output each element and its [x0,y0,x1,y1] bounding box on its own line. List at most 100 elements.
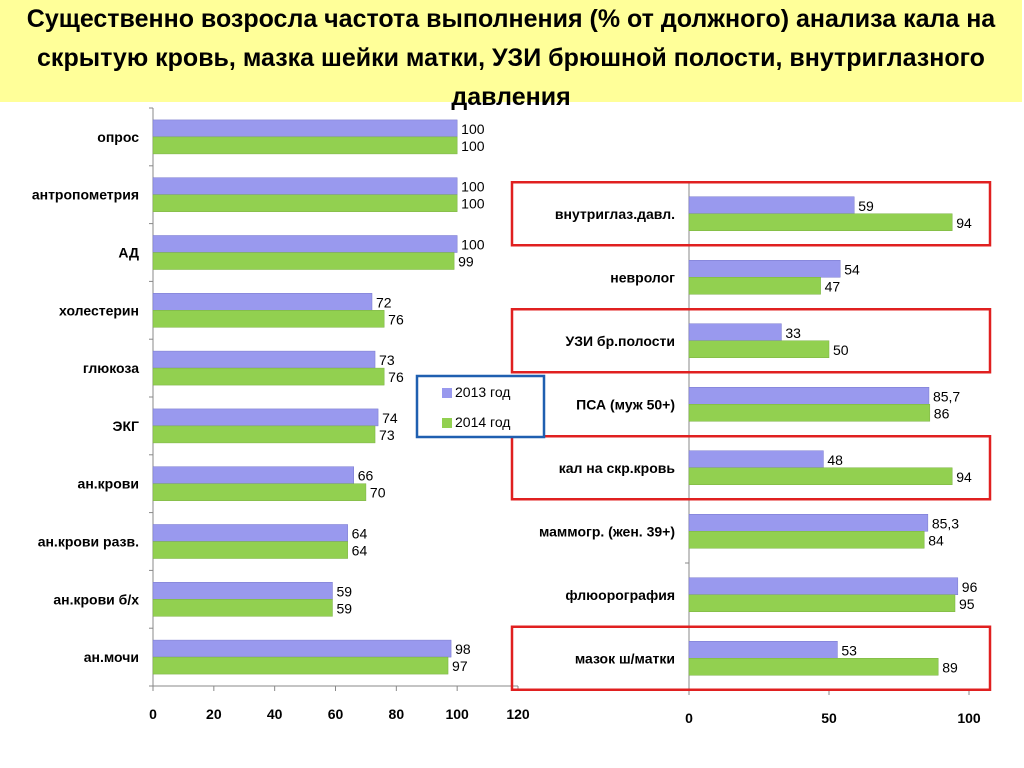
category-label: ан.мочи [84,649,139,665]
bar-2014 [152,194,458,212]
bar-2013 [152,408,379,427]
bar-2013 [152,293,373,311]
bar-2014 [152,136,458,155]
bar-2014 [688,467,953,485]
bar-2013 [688,577,959,595]
category-label: ан.крови б/х [53,591,139,607]
data-label-2013: 66 [358,468,374,484]
data-label-2014: 94 [956,215,972,231]
bar-2013 [152,177,458,195]
data-label-2013: 33 [785,325,801,341]
bar-2014 [152,541,348,559]
bar-2013 [152,466,354,484]
slide-title: Существенно возросла частота выполнения … [26,5,996,111]
data-label-2013: 100 [461,237,485,253]
legend-box [415,374,546,439]
highlight-box [510,435,992,501]
bar-2014 [152,425,376,444]
data-label-2014: 99 [458,254,474,270]
legend-label-2014: 2014 год [455,414,510,430]
left-bar-chart: 0 20 40 60 80 100 120100100опрос100100антропом… [32,107,530,722]
x-tick-label: 60 [328,706,344,722]
data-label-2013: 73 [379,352,395,368]
bar-2013 [152,524,348,542]
data-label-2014: 100 [461,196,485,212]
bar-2014 [688,658,939,676]
data-label-2014: 70 [370,485,386,501]
x-tick-label: 40 [267,706,283,722]
data-label-2013: 100 [461,179,485,195]
data-label-2014: 59 [336,600,352,616]
data-label-2014: 95 [959,596,975,612]
bar-2014 [152,367,385,386]
data-label-2014: 47 [825,278,841,294]
x-tick-label: 0 [149,706,157,722]
bar-2014 [152,599,333,617]
category-label: ЭКГ [113,418,140,434]
bar-2014 [152,310,385,328]
title-banner [0,0,1022,102]
data-label-2013: 59 [336,583,352,599]
legend-label-2013: 2013 год [455,384,510,400]
bar-2014 [688,213,953,231]
x-tick-label: 120 [506,706,530,722]
data-label-2013: 85,3 [932,515,959,531]
data-label-2014: 76 [388,311,404,327]
bar-2013 [152,235,458,253]
data-label-2013: 85,7 [933,388,960,404]
bar-2013 [688,260,841,278]
data-label-2013: 96 [962,579,978,595]
category-label: глюкоза [83,360,139,376]
data-label-2013: 53 [841,642,857,658]
category-label: маммогр. (жен. 39+) [539,523,675,539]
category-label: антропометрия [32,187,139,203]
x-tick-label: 100 [445,706,469,722]
category-label: мазок ш/матки [575,650,675,666]
bar-2013 [152,639,452,658]
data-label-2014: 64 [352,543,368,559]
bar-2014 [688,594,956,612]
bar-2013 [688,641,838,659]
data-label-2013: 48 [827,452,843,468]
data-label-2014: 73 [379,427,395,443]
bar-2014 [152,483,367,501]
data-label-2014: 89 [942,659,958,675]
x-tick-label: 80 [389,706,405,722]
data-label-2014: 86 [934,405,950,421]
category-label: невролог [610,269,675,285]
bar-2014 [152,656,449,675]
highlight-box [510,308,992,374]
data-label-2013: 74 [382,410,398,426]
category-label: АД [118,245,139,261]
category-label: кал на скр.кровь [559,460,676,476]
data-label-2013: 64 [352,526,368,542]
data-label-2014: 100 [461,138,485,154]
category-label: холестерин [59,302,139,318]
data-label-2013: 54 [844,261,860,277]
bar-2014 [152,252,455,270]
x-tick-label: 20 [206,706,222,722]
category-label: опрос [97,129,139,145]
category-label: флюорография [565,587,675,603]
bar-2013 [688,387,930,405]
bar-2014 [688,340,830,358]
category-label: ан.крови разв. [38,534,139,550]
data-label-2014: 97 [452,658,468,674]
bar-2014 [688,531,925,549]
category-label: внутриглаз.давл. [555,206,675,222]
bar-2013 [152,119,458,138]
data-label-2013: 59 [858,198,874,214]
bar-2013 [152,582,333,600]
legend-swatch-2014 [442,418,452,428]
bar-2014 [688,277,821,295]
legend-swatch-2013 [442,388,452,398]
data-label-2014: 84 [928,532,944,548]
highlight-box [510,181,992,247]
category-label: ан.крови [78,476,139,492]
data-label-2014: 76 [388,369,404,385]
bar-2014 [688,404,931,422]
highlight-box [510,625,992,691]
bar-2013 [688,323,782,341]
